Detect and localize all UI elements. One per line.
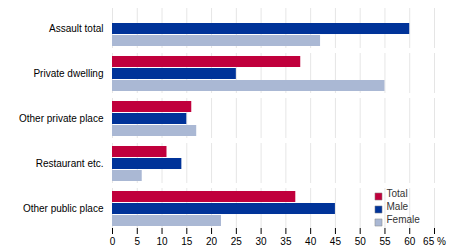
svg-text:40: 40 <box>305 236 317 247</box>
svg-text:55: 55 <box>379 236 391 247</box>
svg-text:5: 5 <box>134 236 140 247</box>
svg-text:Other public place: Other public place <box>23 203 104 214</box>
svg-text:Private dwelling: Private dwelling <box>33 68 103 79</box>
svg-text:20: 20 <box>206 236 218 247</box>
svg-text:30: 30 <box>256 236 268 247</box>
svg-text:Total: Total <box>387 188 408 199</box>
svg-text:10: 10 <box>156 236 168 247</box>
svg-text:50: 50 <box>355 236 367 247</box>
svg-text:Restaurant etc.: Restaurant etc. <box>36 158 104 169</box>
svg-text:Other private place: Other private place <box>19 113 104 124</box>
svg-text:60: 60 <box>404 236 416 247</box>
svg-text:Female: Female <box>387 214 421 225</box>
svg-text:Assault total: Assault total <box>49 23 103 34</box>
svg-text:25: 25 <box>231 236 243 247</box>
svg-text:15: 15 <box>181 236 193 247</box>
svg-text:35: 35 <box>280 236 292 247</box>
svg-text:Male: Male <box>387 201 409 212</box>
svg-text:0: 0 <box>110 236 116 247</box>
svg-text:65 %: 65 % <box>423 236 446 247</box>
svg-text:45: 45 <box>330 236 342 247</box>
